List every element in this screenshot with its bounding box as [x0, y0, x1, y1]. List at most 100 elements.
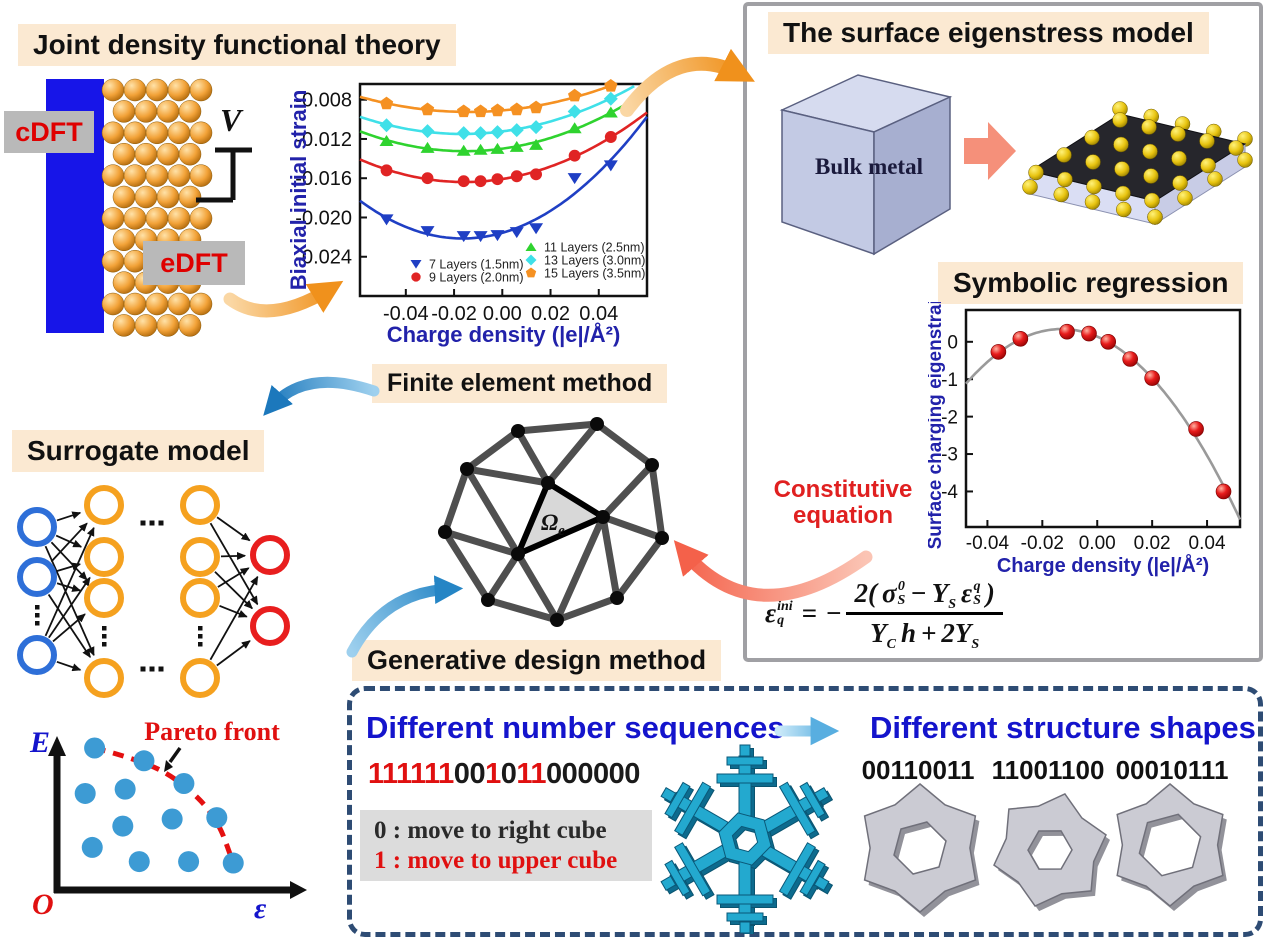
nn-node-hidden	[84, 578, 124, 618]
design-point	[114, 778, 136, 800]
rule-one: 1 : move to upper cube	[374, 846, 618, 874]
mesh-node	[438, 525, 452, 539]
legend-label: 15 Layers (3.5nm)	[544, 267, 645, 281]
constitutive-line1: Constitutive	[773, 476, 913, 503]
binary-digit: 1	[396, 758, 411, 790]
jdft-title: Joint density functional theory	[18, 24, 456, 66]
legend-label: 7 Layers (1.5nm)	[429, 258, 523, 272]
mesh-node	[481, 593, 495, 607]
generative-design-panel	[347, 686, 1263, 937]
binary-digit: 0	[577, 758, 593, 790]
binary-digit: 1	[438, 758, 454, 790]
gray-structure	[863, 783, 977, 913]
series-9-layers-2-0nm-	[359, 111, 648, 188]
chevron-arrow-icon	[964, 122, 1016, 180]
y-tick-label: -0.012	[295, 129, 352, 151]
nn-node-hidden	[84, 537, 124, 577]
y-tick-label: -4	[941, 482, 958, 503]
shape-label-2: 00010111	[1115, 755, 1229, 785]
design-point	[178, 851, 200, 873]
x-axis-label: Charge density (|e|/Å²)	[997, 553, 1209, 577]
y-tick-label: -0.008	[295, 90, 352, 112]
x-tick-label: 0.04	[1189, 533, 1226, 554]
biaxial-strain-chart: -0.04 -0.02 0.00 0.02 0.04 -0.008 -0.012 -0.016…	[286, 79, 649, 347]
fem-mesh: Ωe	[438, 417, 669, 627]
x-tick-label: 0.02	[1134, 533, 1171, 554]
eigenstrain-chart: -0.04 -0.02 0.00 0.02 0.04 0 -1 -2 -3 -4 Charge de…	[928, 302, 1242, 577]
generated-structure-teal	[660, 744, 834, 934]
mesh-node	[511, 547, 525, 561]
series-surface-charging-eigenstrain	[965, 323, 1242, 520]
y-tick-label: -1	[941, 370, 958, 391]
y-tick-label: -0.024	[295, 247, 352, 269]
x-tick-label: -0.04	[966, 533, 1010, 554]
series-11-layers-2-5nm-	[359, 90, 648, 156]
binary-digit: 1	[424, 758, 439, 790]
cube-right-face	[873, 95, 951, 256]
x-tick-label: -0.02	[1021, 533, 1064, 554]
constitutive-line2: equation	[793, 501, 893, 529]
bulk-metal-cube: Bulk metal	[779, 74, 953, 256]
element-label: Ωe	[541, 510, 565, 539]
shapes-title: Different structure shapes	[870, 710, 1256, 745]
sequences-title: Different number sequences	[366, 710, 785, 745]
mesh-node	[590, 417, 604, 431]
mesh-edges	[441, 420, 666, 624]
binary-digit: 0	[546, 758, 562, 790]
eigenstress-title: The surface eigenstress model	[768, 12, 1209, 54]
pareto-front-label: Pareto front	[144, 717, 280, 746]
fem-title: Finite element method	[372, 364, 668, 403]
mesh-node	[610, 591, 624, 605]
arrow-fem-to-surrogate	[263, 376, 380, 416]
mesh-node	[511, 424, 525, 438]
pareto-front-curve	[93, 745, 236, 864]
x-axis-label: Charge density (|e|/Å²)	[387, 321, 621, 347]
binary-sequence: 111111001011000000	[368, 758, 640, 791]
front-point	[173, 773, 195, 794]
design-point	[74, 782, 96, 804]
binary-digit: 0	[453, 758, 470, 790]
nn-node-hidden	[180, 658, 220, 698]
legend-label: 9 Layers (2.0nm)	[429, 271, 523, 285]
structure-body	[660, 744, 830, 934]
legend-label: 11 Layers (2.5nm)	[544, 241, 645, 255]
y-axis-label: Biaxial initial strain	[286, 90, 311, 291]
series-15-layers-3-5nm-	[359, 79, 618, 118]
plot-frame	[964, 308, 1242, 529]
binary-digit: 0	[500, 758, 517, 790]
binary-digit: 1	[530, 758, 547, 790]
charged-surface-slab	[1022, 101, 1253, 225]
y-tick-label: 0	[947, 332, 958, 353]
x-tick-label: 0.04	[579, 303, 618, 325]
nn-node-input	[17, 507, 57, 547]
nn-node-input	[17, 557, 57, 597]
neural-network	[17, 485, 290, 698]
binary-digit: 1	[368, 758, 383, 790]
front-point	[206, 807, 228, 829]
front-point	[133, 750, 155, 772]
rules-box: 0 : move to right cube 1 : move to upper…	[360, 810, 652, 881]
edft-label: eDFT	[143, 241, 245, 285]
y-axis-label: Surface charging eigenstrain	[928, 302, 946, 549]
mesh-node	[596, 510, 610, 524]
nn-node-output	[250, 535, 290, 575]
bulk-metal-label: Bulk metal	[815, 154, 923, 179]
x-tick-label: -0.02	[431, 303, 477, 325]
constitutive-label: Constitutive equation	[758, 477, 928, 529]
nn-node-hidden	[180, 578, 220, 618]
y-tick-label: -0.016	[295, 168, 352, 190]
structure-shapes	[863, 783, 1227, 917]
front-point	[84, 737, 106, 759]
gray-structure	[1116, 783, 1224, 907]
y-tick-label: -0.020	[295, 207, 352, 229]
shape-label-0: 00110011	[861, 755, 975, 785]
binary-digit: 0	[624, 758, 640, 790]
nn-node-hidden	[180, 485, 220, 525]
pareto-origin-label: O	[32, 888, 54, 921]
design-point	[81, 836, 103, 858]
mesh-node	[541, 476, 555, 490]
x-tick-label: 0.00	[483, 303, 522, 325]
binary-digit: 1	[382, 758, 397, 790]
